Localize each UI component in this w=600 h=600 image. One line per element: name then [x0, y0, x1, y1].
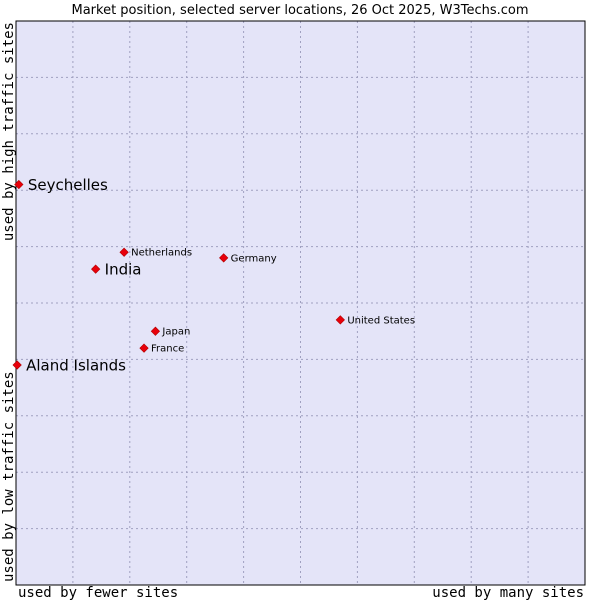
- point-label-netherlands: Netherlands: [131, 248, 192, 259]
- point-label-japan: Japan: [161, 327, 190, 338]
- data-point-germany[interactable]: Germany: [219, 253, 277, 264]
- y-axis-label-top: used by high traffic sites: [1, 22, 17, 241]
- data-point-united-states[interactable]: United States: [335, 315, 415, 326]
- point-label-france: France: [151, 344, 184, 355]
- point-label-united-states: United States: [347, 315, 415, 326]
- marker-aland-islands: [12, 360, 22, 370]
- x-axis-label-right: used by many sites: [432, 585, 584, 600]
- point-label-germany: Germany: [231, 253, 277, 264]
- data-point-seychelles[interactable]: Seychelles: [14, 176, 108, 194]
- marker-germany: [219, 253, 229, 263]
- marker-netherlands: [119, 247, 129, 257]
- marker-united-states: [335, 315, 345, 325]
- y-axis-label-bottom: used by low traffic sites: [1, 371, 17, 582]
- data-point-india[interactable]: India: [91, 261, 141, 279]
- chart-title: Market position, selected server locatio…: [71, 3, 528, 18]
- data-point-aland-islands[interactable]: Aland Islands: [12, 357, 126, 375]
- x-axis-label-left: used by fewer sites: [18, 585, 178, 600]
- point-label-seychelles: Seychelles: [28, 176, 108, 194]
- point-label-aland-islands: Aland Islands: [26, 357, 126, 375]
- marker-seychelles: [14, 179, 24, 190]
- marker-india: [91, 264, 101, 274]
- point-label-india: India: [105, 261, 142, 279]
- marker-france: [139, 343, 149, 353]
- plot-frame: [15, 20, 586, 586]
- data-point-japan[interactable]: Japan: [150, 326, 190, 338]
- grid: [16, 21, 585, 585]
- data-points: Seychelles India Aland Islands Netherlands G…: [12, 176, 415, 375]
- data-point-france[interactable]: France: [139, 343, 184, 355]
- marker-japan: [150, 326, 161, 336]
- data-point-netherlands[interactable]: Netherlands: [119, 247, 192, 259]
